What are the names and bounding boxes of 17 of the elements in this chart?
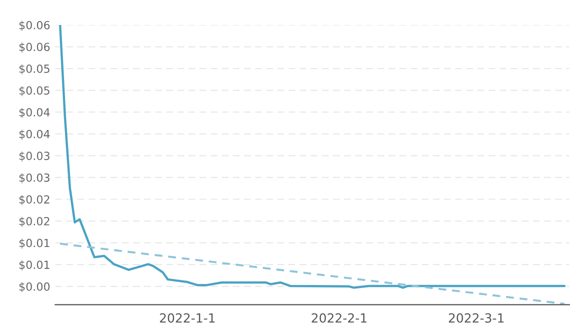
- x-tick-label: 2022-3-1: [448, 313, 504, 323]
- line-series: [58, 24, 566, 289]
- y-tick-label: $0.04: [19, 108, 50, 118]
- y-tick-label: $0.00: [19, 282, 50, 292]
- x-tick-label: 2022-1-1: [160, 313, 215, 323]
- y-tick-label: $0.03: [19, 151, 50, 162]
- y-tick-label: $0.02: [19, 195, 50, 206]
- y-tick-label: $0.05: [19, 64, 50, 74]
- y-tick-label: $0.01: [19, 260, 50, 270]
- y-tick-label: $0.02: [19, 216, 50, 227]
- y-tick-label: $0.06: [19, 20, 50, 31]
- y-tick-label: $0.04: [19, 130, 50, 140]
- x-tick-label: 2022-2-1: [312, 313, 366, 323]
- y-tick-label: $0.05: [19, 86, 50, 96]
- y-tick-label: $0.01: [19, 238, 50, 249]
- y-tick-label: $0.03: [19, 173, 50, 184]
- y-tick-label: $0.06: [19, 42, 50, 53]
